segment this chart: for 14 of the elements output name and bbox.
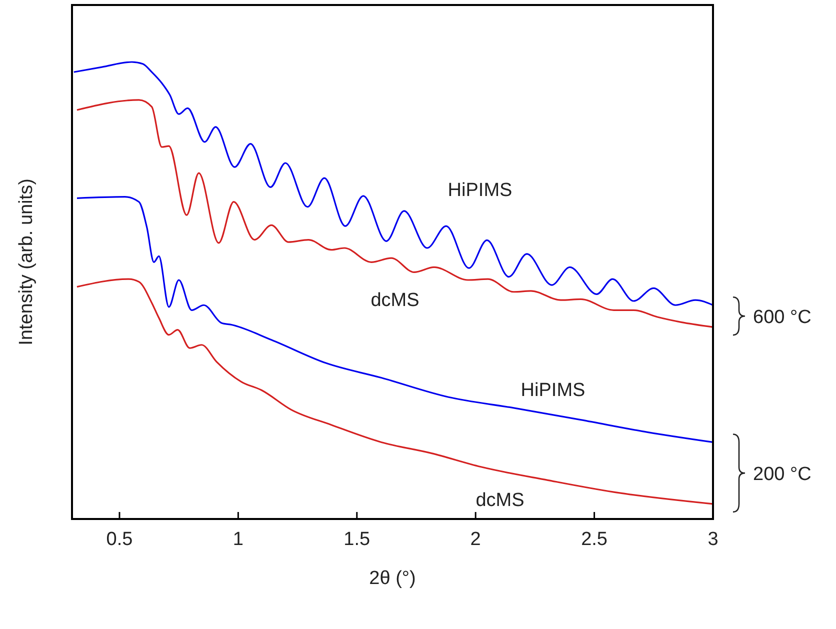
series-label: HiPIMS	[520, 380, 586, 401]
x-tick-label: 1	[232, 529, 244, 550]
series-label: dcMS	[370, 290, 420, 311]
x-axis-title: 2θ (°)	[369, 568, 416, 589]
x-tick-label: 2.5	[581, 529, 608, 550]
x-tick-label: 2	[470, 529, 481, 550]
series-label: HiPIMS	[448, 180, 512, 201]
x-tick-label: 1.5	[344, 529, 370, 550]
text: 200 °C	[753, 464, 812, 486]
series-label: dcMS	[476, 490, 524, 511]
y-axis-title: Intensity (arb. units)	[16, 178, 37, 346]
text: 600 °C	[753, 307, 812, 328]
x-tick-label: 3	[708, 529, 718, 550]
x-tick-label: 0.5	[106, 529, 133, 550]
